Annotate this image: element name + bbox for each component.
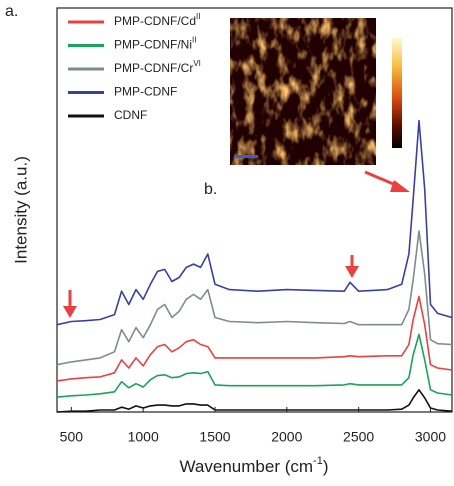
x-tick-label: 2500 xyxy=(343,429,374,445)
x-tick-label: 2000 xyxy=(271,429,302,445)
legend-label: PMP-CDNF/NiII xyxy=(114,36,196,52)
legend-label-text: PMP-CDNF xyxy=(114,85,177,99)
y-axis-label: Intensity (a.u.) xyxy=(11,156,30,264)
legend-label: PMP-CDNF/CdII xyxy=(114,12,200,28)
arrows xyxy=(63,172,410,318)
x-axis-label: Wavenumber (cm-1) xyxy=(180,455,329,477)
spectrum-line xyxy=(57,390,452,412)
legend-label-sup: II xyxy=(196,12,200,21)
legend-label-sup: II xyxy=(192,36,196,45)
annotation: b. xyxy=(204,181,217,198)
x-axis-label-sup: -1 xyxy=(313,455,323,467)
spectrum-line xyxy=(57,231,452,365)
x-tick-label: 3000 xyxy=(415,429,446,445)
x-tick-label: 500 xyxy=(60,429,84,445)
legend-label: CDNF xyxy=(114,108,147,122)
x-tick-label: 1500 xyxy=(199,429,230,445)
x-axis-label-text: Wavenumber (cm xyxy=(180,457,314,476)
legend-label-text: PMP-CDNF/Cd xyxy=(114,14,196,28)
legend-label-sup: VI xyxy=(193,59,201,68)
annotation: a. xyxy=(5,3,18,20)
inset-image xyxy=(230,18,376,165)
legend: PMP-CDNF/CdIIPMP-CDNF/NiIIPMP-CDNF/CrVIP… xyxy=(68,12,201,122)
legend-label-text: CDNF xyxy=(114,108,147,122)
x-axis-label-end: ) xyxy=(323,457,329,476)
x-tick-label: 1000 xyxy=(128,429,159,445)
colorbar xyxy=(392,38,402,148)
legend-label-text: PMP-CDNF/Cr xyxy=(114,61,193,75)
legend-label: PMP-CDNF xyxy=(114,85,177,99)
legend-label: PMP-CDNF/CrVI xyxy=(114,59,201,75)
chart: a. b. Intensity (a.u.) Wavenumber (cm-1)… xyxy=(0,0,454,486)
legend-label-text: PMP-CDNF/Ni xyxy=(114,38,192,52)
